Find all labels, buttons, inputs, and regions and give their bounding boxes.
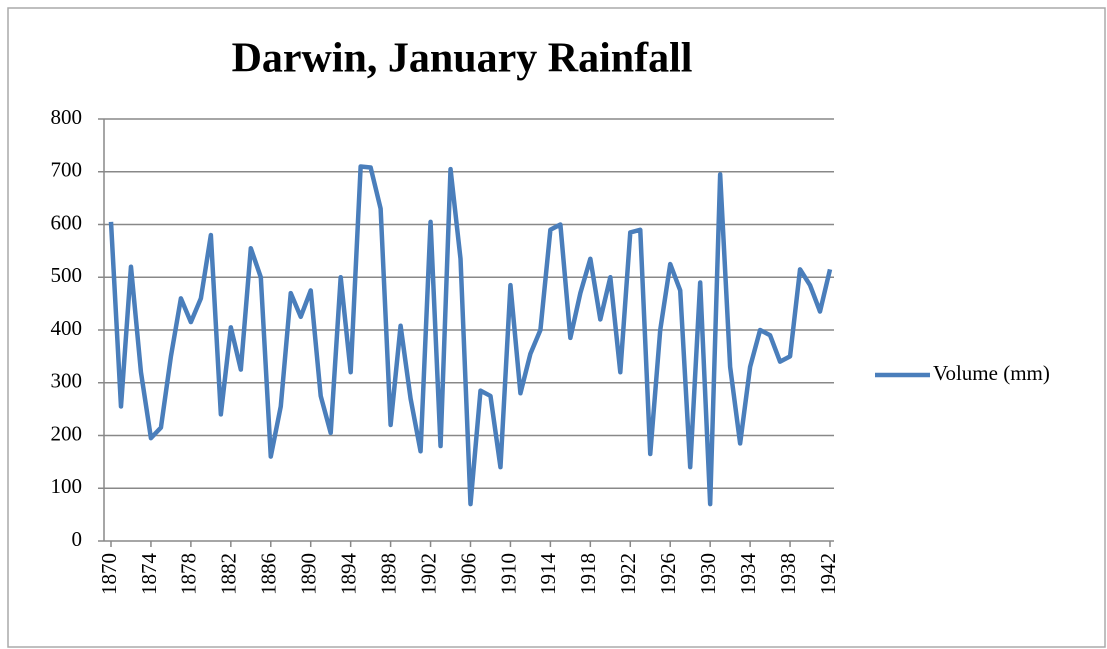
y-tick-label: 100 <box>51 474 83 498</box>
x-tick-label: 1918 <box>576 553 600 595</box>
y-tick-label: 300 <box>51 369 83 393</box>
y-tick-label: 500 <box>51 263 83 287</box>
x-tick-label: 1938 <box>776 553 800 595</box>
x-tick-label: 1914 <box>536 553 560 596</box>
x-tick-label: 1934 <box>736 553 760 596</box>
x-tick-label: 1870 <box>97 553 121 595</box>
y-tick-label: 400 <box>51 316 83 340</box>
x-tick-label: 1890 <box>297 553 321 595</box>
x-tick-label: 1886 <box>257 553 281 595</box>
x-tick-label: 1930 <box>696 553 720 595</box>
x-tick-label: 1910 <box>496 553 520 595</box>
y-tick-label: 600 <box>51 210 83 234</box>
x-tick-label: 1898 <box>376 553 400 595</box>
x-tick-label: 1906 <box>456 553 480 595</box>
x-tick-label: 1878 <box>177 553 201 595</box>
chart-frame <box>7 7 1106 648</box>
data-line <box>108 164 833 507</box>
y-tick-label: 0 <box>72 527 83 551</box>
x-tick-label: 1882 <box>217 553 241 595</box>
y-tick-label: 800 <box>51 105 83 129</box>
legend-label: Volume (mm) <box>933 361 1050 385</box>
x-tick-label: 1874 <box>137 553 161 596</box>
x-tick-label: 1926 <box>656 553 680 595</box>
x-tick-label: 1942 <box>816 553 840 595</box>
x-tick-label: 1902 <box>416 553 440 595</box>
y-tick-label: 200 <box>51 421 83 445</box>
x-tick-label: 1894 <box>336 553 360 596</box>
x-tick-label: 1922 <box>616 553 640 595</box>
chart-title: Darwin, January Rainfall <box>232 36 693 82</box>
y-tick-label: 700 <box>51 158 83 182</box>
